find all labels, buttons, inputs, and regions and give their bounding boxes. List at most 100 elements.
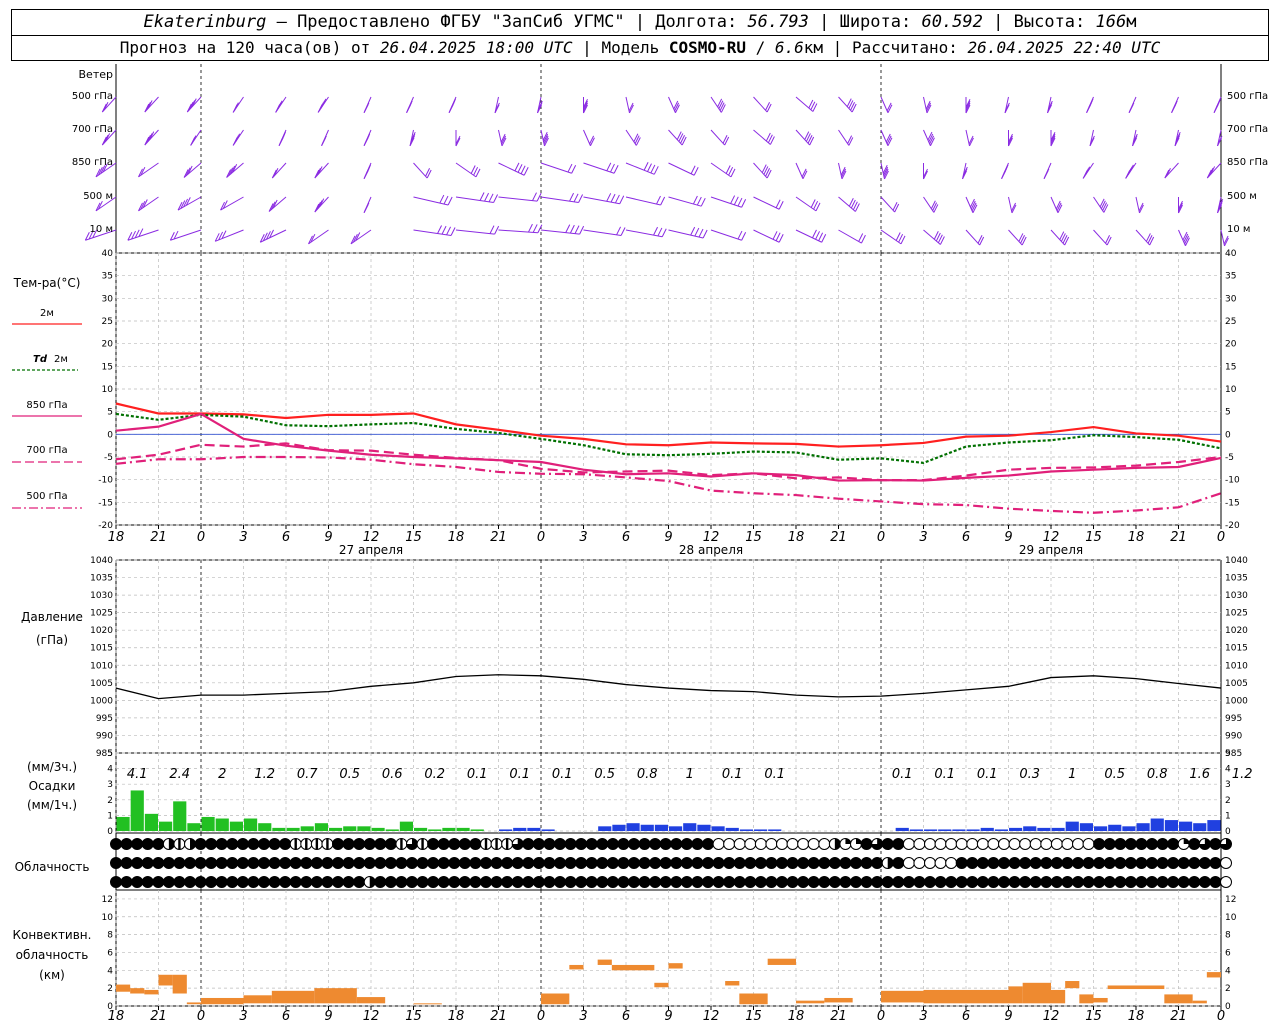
wind-barb-feather	[574, 225, 580, 234]
wind-barb-feather	[775, 232, 781, 242]
wind-barb-feather	[1057, 204, 1063, 213]
cloud-circle	[680, 838, 693, 850]
wind-barb-feather	[718, 100, 724, 109]
wind-barb-feather	[1178, 202, 1183, 212]
precip-sum: 0.1	[892, 767, 913, 782]
temp-ytick-left: 0	[107, 430, 113, 440]
wind-barb	[498, 223, 543, 234]
pressure-ytick-right: 995	[1225, 714, 1242, 724]
conv-bar	[271, 990, 315, 1004]
temp-ytick-right: -20	[1225, 521, 1240, 531]
cloud-circle	[1029, 857, 1042, 869]
wind-barb-feather	[101, 103, 107, 113]
cloud-symbol	[1019, 838, 1032, 850]
cloud-circle	[723, 838, 736, 850]
cloud-circle	[543, 857, 556, 869]
cloud-circle	[395, 857, 408, 869]
cloud-circle	[141, 876, 154, 888]
wind-barb	[268, 196, 287, 212]
wind-barb-feather	[447, 196, 453, 206]
hour-label-bottom: 18	[788, 1009, 805, 1024]
precip-bar	[272, 827, 286, 831]
cloud-symbol	[1061, 838, 1074, 850]
precip-sum: 4.1	[127, 767, 148, 782]
cloud-symbol	[173, 838, 186, 850]
cloud-circle	[818, 857, 831, 869]
wind-barb-feather	[737, 230, 743, 240]
hour-label-bottom: 21	[830, 1009, 847, 1024]
cloud-symbol	[575, 838, 588, 850]
cloud-symbol	[628, 876, 640, 888]
hour-label-bottom: 12	[1043, 1009, 1060, 1024]
hour-label-mid: 21	[490, 530, 507, 545]
cloud-circle	[575, 857, 588, 869]
wind-level-500m-right: 500 м	[1227, 191, 1257, 202]
cloud-symbol	[860, 876, 873, 888]
cloud-circle	[998, 876, 1010, 888]
conv-bar	[881, 990, 924, 1003]
cloud-symbol	[1167, 838, 1180, 850]
cloud-symbol	[1156, 838, 1169, 850]
wind-barb-shaft	[668, 196, 702, 207]
cloud-symbol	[501, 876, 514, 888]
cloud-circle	[1072, 857, 1084, 869]
cloud-symbol	[1135, 876, 1148, 888]
cloud-circle	[1209, 857, 1222, 869]
wind-barb-feather	[932, 202, 938, 211]
wind-barb-feather	[674, 104, 680, 113]
cloud-circle	[606, 857, 619, 869]
cloud-circle	[691, 838, 704, 850]
cloud-symbol	[839, 838, 852, 850]
wind-barb	[409, 129, 416, 147]
wind-barb-feather	[523, 167, 529, 176]
cloud-circle	[120, 838, 133, 850]
cloud-circle	[564, 857, 577, 869]
cloud-symbol	[596, 876, 609, 888]
hour-label-bottom: 18	[108, 1009, 125, 1024]
cloud-circle	[934, 857, 947, 869]
wind-barb-feather	[142, 199, 148, 208]
wind-barb-feather	[692, 195, 698, 205]
wind-barb-feather	[1129, 102, 1135, 112]
calc-label: Рассчитано:	[851, 38, 958, 57]
conv-bar	[725, 981, 740, 986]
cloud-circle	[818, 838, 831, 850]
wind-barb-feather	[1178, 200, 1183, 210]
cloud-symbol	[184, 838, 196, 850]
hour-label-mid: 3	[239, 530, 247, 545]
wind-level-850hpa-right: 850 гПа	[1227, 157, 1268, 168]
cloud-circle	[828, 876, 841, 888]
cloud-symbol	[871, 857, 884, 869]
wind-barb-feather	[1183, 233, 1189, 243]
cloud-symbol	[585, 838, 598, 850]
cloud-circle	[194, 857, 207, 869]
wind-barb-feather	[144, 103, 150, 113]
cloud-threequarter	[871, 838, 883, 850]
hour-label-mid: 12	[1043, 530, 1060, 545]
precip-bar	[612, 824, 626, 831]
wind-barb	[753, 162, 772, 179]
wind-barb-feather	[693, 167, 699, 176]
cloud-symbol	[1082, 857, 1095, 869]
cloud-symbol	[162, 876, 175, 888]
cloud-circle	[638, 876, 651, 888]
cloud-symbol	[532, 857, 545, 869]
wind-barb	[795, 129, 815, 146]
wind-barb	[314, 162, 329, 179]
cloud-symbol	[860, 857, 873, 869]
pressure-ytick-right: 1040	[1225, 556, 1248, 566]
wind-barb-feather	[514, 162, 520, 172]
wind-barb-feather	[527, 223, 533, 233]
wind-barb	[278, 129, 287, 146]
wind-barb-feather	[1056, 202, 1062, 212]
cloud-symbol	[395, 876, 408, 888]
wind-barb-feather	[314, 169, 320, 179]
wind-barb-feather	[933, 231, 939, 240]
cloud-circle	[839, 876, 852, 888]
precip-ytick-right: 4	[1225, 765, 1231, 775]
precip-ytick-right: 3	[1225, 780, 1231, 790]
cloud-symbol	[353, 857, 366, 869]
wind-barb-feather	[719, 102, 725, 111]
cloud-circle	[384, 876, 397, 888]
cloud-symbol	[744, 876, 757, 888]
